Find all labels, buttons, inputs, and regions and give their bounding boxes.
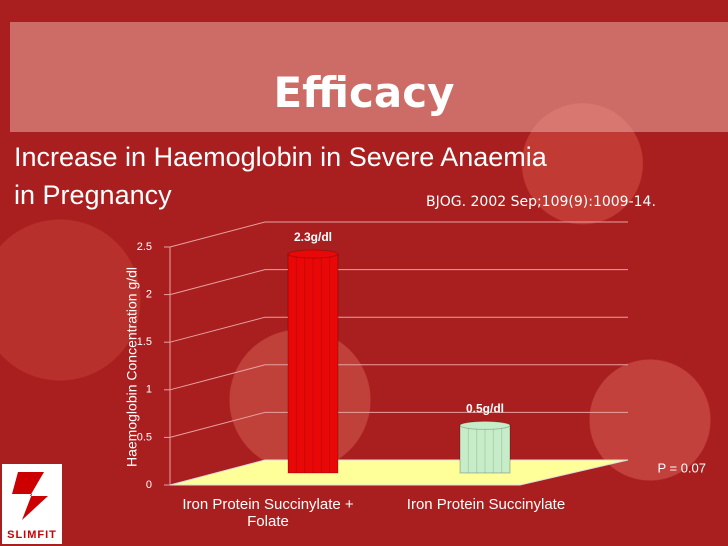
logo-text: SLIMFIT bbox=[7, 529, 57, 541]
y-tick-label: 2.5 bbox=[137, 241, 152, 253]
bar bbox=[287, 253, 339, 474]
y-tick-label: 1.5 bbox=[137, 336, 152, 348]
subtitle-line: Increase in Haemoglobin in Severe Anaemi… bbox=[14, 142, 547, 172]
category-label: Iron Protein Succinylate bbox=[406, 496, 566, 513]
y-axis-label: Haemoglobin Concentration g/dl bbox=[124, 267, 140, 467]
grid-line bbox=[169, 316, 628, 343]
bar-top bbox=[459, 420, 511, 430]
annotation: P = 0.07 bbox=[657, 460, 706, 475]
logo: SLIMFIT bbox=[2, 464, 62, 544]
slide-title: Efficacy bbox=[273, 68, 455, 117]
y-tick-label: 2 bbox=[146, 289, 152, 301]
grid-line bbox=[169, 221, 628, 248]
grid-line bbox=[169, 364, 628, 391]
subtitle-line: in Pregnancy bbox=[14, 180, 172, 210]
bar bbox=[459, 424, 511, 474]
category-label: Iron Protein Succinylate + Folate bbox=[182, 496, 354, 530]
grid-line bbox=[169, 411, 628, 438]
floor bbox=[169, 459, 629, 486]
value-label: 2.3g/dl bbox=[294, 230, 332, 244]
logo-icon bbox=[12, 472, 48, 520]
title-band bbox=[10, 22, 728, 132]
y-tick-label: 0 bbox=[146, 479, 152, 491]
grid-line bbox=[169, 269, 628, 296]
bar-top bbox=[287, 249, 339, 259]
source: BJOG. 2002 Sep;109(9):1009-14. bbox=[426, 194, 656, 210]
y-tick-label: 0.5 bbox=[137, 431, 152, 443]
value-label: 0.5g/dl bbox=[466, 402, 504, 416]
y-tick-label: 1 bbox=[146, 384, 152, 396]
